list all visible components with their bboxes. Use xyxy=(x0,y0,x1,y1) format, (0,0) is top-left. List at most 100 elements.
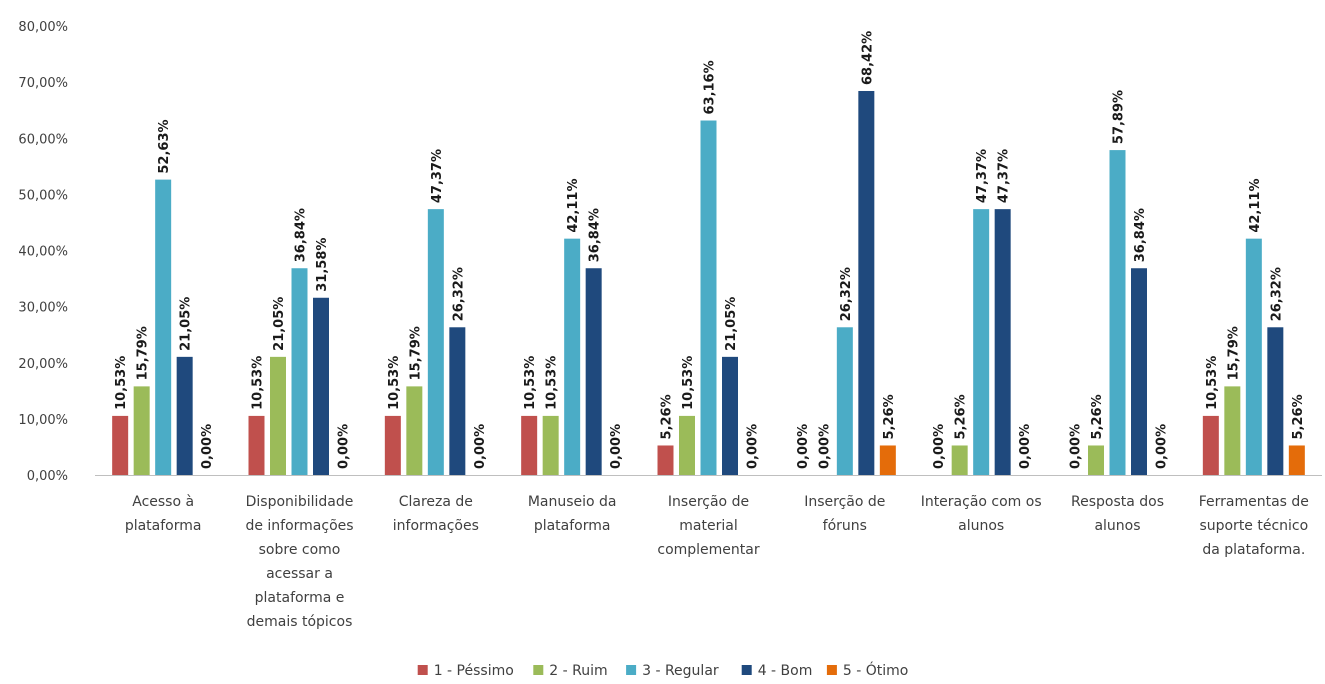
data-label: 0,00% xyxy=(200,424,215,469)
legend-swatch xyxy=(826,665,837,675)
x-axis-categories: Acesso à plataforma Disponibilidade de info… xyxy=(125,494,1309,630)
bar xyxy=(1088,445,1104,475)
category-label: Ferramentas de suporte técnico da platafor… xyxy=(1199,494,1309,558)
y-tick-label: 10,00% xyxy=(18,413,68,428)
data-label: 26,32% xyxy=(451,267,466,321)
bar xyxy=(449,327,466,475)
bar xyxy=(270,356,286,475)
data-label: 47,37% xyxy=(997,149,1012,203)
category-label: Resposta dos alunos xyxy=(1071,494,1164,534)
data-label: 15,79% xyxy=(1226,326,1241,380)
bar xyxy=(155,179,172,475)
data-label: 15,79% xyxy=(136,326,151,380)
data-label: 0,00% xyxy=(746,424,761,469)
bar xyxy=(1224,386,1241,475)
data-label: 21,05% xyxy=(272,297,287,351)
bar xyxy=(1288,445,1305,475)
y-tick-label: 60,00% xyxy=(18,132,68,147)
data-label: 5,26% xyxy=(954,394,969,439)
bar xyxy=(657,445,674,475)
bar xyxy=(1267,327,1284,475)
data-label: 42,11% xyxy=(566,179,581,233)
bar xyxy=(406,386,423,475)
data-label: 36,84% xyxy=(588,208,603,262)
data-label: 0,00% xyxy=(1069,424,1084,469)
bar xyxy=(1245,238,1262,475)
bar xyxy=(1109,150,1126,475)
data-label: 10,53% xyxy=(387,356,402,410)
legend-swatch xyxy=(533,665,544,675)
data-label: 42,11% xyxy=(1248,179,1263,233)
data-label: 10,53% xyxy=(523,356,538,410)
data-label: 0,00% xyxy=(1155,424,1170,469)
data-label: 10,53% xyxy=(251,356,266,410)
bar xyxy=(858,90,875,476)
bar xyxy=(176,356,193,475)
bar xyxy=(951,445,968,475)
y-tick-label: 70,00% xyxy=(18,76,68,91)
data-label: 26,32% xyxy=(839,267,854,321)
data-label: 10,53% xyxy=(1205,356,1220,410)
bars-group xyxy=(112,90,1305,476)
bar xyxy=(679,415,695,475)
bar xyxy=(700,120,717,476)
data-label: 5,26% xyxy=(882,394,897,439)
data-label: 26,32% xyxy=(1269,267,1284,321)
data-label: 68,42% xyxy=(860,31,875,85)
data-label: 0,00% xyxy=(796,424,811,469)
data-label: 5,26% xyxy=(660,394,675,439)
legend-swatch xyxy=(626,665,637,675)
category-label: Acesso à plataforma xyxy=(125,494,202,534)
bar xyxy=(722,356,738,475)
bar xyxy=(248,415,265,475)
data-label: 0,00% xyxy=(1018,424,1033,469)
bar xyxy=(564,238,581,475)
data-label: 36,84% xyxy=(1133,208,1148,262)
bar xyxy=(836,327,853,475)
data-label: 0,00% xyxy=(817,424,832,469)
legend-swatch xyxy=(741,665,752,675)
category-label: Disponibilidade de informações sobre como a… xyxy=(245,494,353,630)
data-label: 0,00% xyxy=(609,424,624,469)
category-label: Interação com os alunos xyxy=(921,494,1042,534)
data-label: 0,00% xyxy=(932,424,947,469)
bar xyxy=(521,415,538,475)
bar xyxy=(973,209,990,476)
y-tick-label: 80,00% xyxy=(18,20,68,35)
data-label: 36,84% xyxy=(294,208,309,262)
bar xyxy=(1131,268,1147,475)
bar xyxy=(585,268,602,475)
data-label: 10,53% xyxy=(681,356,696,410)
data-label: 10,53% xyxy=(114,356,129,410)
data-label: 0,00% xyxy=(337,424,352,469)
legend-label: 2 - Ruim xyxy=(549,663,607,679)
y-tick-label: 40,00% xyxy=(18,245,68,260)
bar xyxy=(1202,415,1219,475)
category-label: Manuseio da plataforma xyxy=(528,494,617,534)
bar xyxy=(542,415,559,475)
bar xyxy=(291,268,308,475)
data-label: 15,79% xyxy=(408,326,423,380)
category-label: Clareza de informações xyxy=(393,494,479,534)
data-label: 21,05% xyxy=(179,297,194,351)
legend-label: 5 - Ótimo xyxy=(843,661,908,679)
data-label: 57,89% xyxy=(1112,90,1127,144)
bar xyxy=(427,209,444,476)
data-label: 5,26% xyxy=(1090,394,1105,439)
data-label: 47,37% xyxy=(430,149,445,203)
data-label: 47,37% xyxy=(975,149,990,203)
data-label: 63,16% xyxy=(703,60,718,114)
data-labels-group: 10,53% 15,79% 52,63% 21,05% 0,00% 10,53% 21,05… xyxy=(114,31,1306,469)
bar xyxy=(879,445,896,475)
legend-swatch xyxy=(417,665,428,675)
data-label: 52,63% xyxy=(157,119,172,173)
data-label: 10,53% xyxy=(545,356,560,410)
y-tick-label: 20,00% xyxy=(18,357,68,372)
y-axis: 0,00% 10,00% 20,00% 30,00% 40,00% 50,00% 60,00… xyxy=(18,20,68,484)
legend-label: 3 - Regular xyxy=(642,663,719,679)
bar xyxy=(994,209,1011,476)
data-label: 0,00% xyxy=(473,424,488,469)
category-label: Inserção de material complementar xyxy=(657,494,759,558)
bar xyxy=(112,415,129,475)
